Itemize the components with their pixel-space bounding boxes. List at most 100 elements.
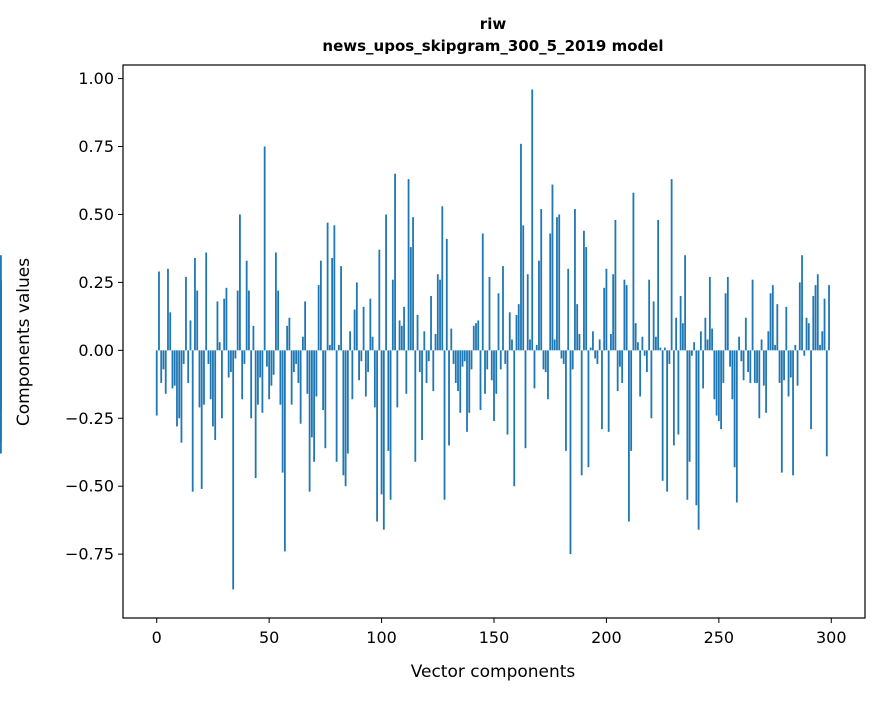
bar: [708, 276, 711, 351]
bar: [232, 350, 235, 590]
bar: [576, 304, 579, 351]
bar: [297, 350, 300, 383]
bar: [556, 217, 558, 351]
bar: [823, 298, 826, 351]
bar: [679, 295, 682, 351]
bar: [380, 350, 383, 495]
bar: [517, 304, 520, 351]
bar: [167, 268, 169, 351]
bar: [470, 350, 473, 370]
bar: [567, 268, 570, 351]
bar: [0, 306, 2, 351]
bar: [207, 350, 210, 364]
bar: [398, 320, 401, 351]
bar: [452, 350, 455, 364]
bar: [578, 334, 581, 351]
bar: [515, 315, 518, 351]
bar: [239, 214, 241, 351]
bar: [681, 323, 684, 351]
bar: [702, 350, 705, 389]
bar: [654, 336, 657, 351]
bar: [639, 350, 642, 397]
bar: [407, 179, 410, 351]
bar: [758, 350, 761, 419]
bar: [180, 350, 183, 443]
bar: [812, 295, 815, 351]
bar: [418, 350, 421, 373]
bar: [803, 350, 806, 356]
bar: [421, 350, 423, 441]
chart-title: riw: [480, 15, 507, 33]
bar: [816, 274, 819, 351]
bar: [155, 350, 158, 416]
bar: [616, 350, 619, 392]
bar: [713, 350, 716, 400]
bar: [695, 350, 698, 506]
y-tick-label: −0.75: [65, 545, 114, 564]
bar: [403, 306, 405, 351]
bar: [248, 290, 250, 351]
bar: [742, 350, 745, 381]
bar: [205, 252, 208, 351]
bar: [663, 347, 666, 351]
bar: [295, 350, 298, 364]
bar: [630, 350, 633, 451]
bar: [459, 350, 462, 413]
bar: [290, 350, 293, 405]
bar: [427, 350, 430, 362]
bar: [463, 350, 466, 362]
bar: [216, 301, 219, 351]
bar: [378, 249, 381, 351]
bar: [648, 279, 651, 351]
bar: [194, 257, 196, 351]
bar: [774, 344, 776, 351]
bar: [335, 350, 338, 462]
bar: [538, 260, 540, 351]
x-tick-label: 50: [259, 628, 279, 647]
bar: [740, 350, 743, 362]
bar: [715, 350, 718, 416]
bar: [787, 350, 790, 397]
bar: [760, 339, 763, 351]
bar: [628, 350, 630, 522]
bar: [796, 350, 799, 386]
bar: [749, 350, 752, 383]
bar: [266, 350, 268, 367]
bar: [214, 350, 217, 441]
bar: [731, 350, 734, 400]
bar: [792, 350, 794, 476]
bar: [299, 350, 302, 424]
bar: [583, 230, 585, 351]
bar: [371, 336, 374, 351]
bar: [416, 315, 419, 351]
bar: [596, 350, 599, 364]
bar: [387, 350, 390, 451]
bar: [448, 350, 450, 446]
bar: [789, 350, 792, 378]
bar: [623, 279, 626, 351]
bar: [349, 331, 351, 351]
bar: [735, 350, 738, 503]
bar: [340, 266, 342, 351]
bar: [479, 350, 482, 411]
bar: [632, 192, 635, 351]
bar: [684, 255, 687, 351]
bar: [344, 350, 347, 487]
bar: [257, 350, 259, 405]
bar: [486, 350, 489, 370]
bar: [495, 350, 498, 394]
bar: [364, 350, 367, 397]
bar: [641, 336, 644, 351]
bar: [610, 334, 612, 351]
bar: [508, 312, 511, 351]
bar: [308, 350, 311, 492]
bar: [724, 293, 727, 351]
bar: [324, 350, 327, 449]
bar: [560, 350, 563, 359]
y-axis-ticks: −0.75 −0.50 −0.25 0.00 0.25 0.50 0.75 1.00: [65, 69, 123, 564]
x-tick-label: 0: [152, 628, 162, 647]
y-tick-label: −0.25: [65, 409, 114, 428]
bar: [704, 317, 707, 351]
bar: [212, 350, 214, 427]
